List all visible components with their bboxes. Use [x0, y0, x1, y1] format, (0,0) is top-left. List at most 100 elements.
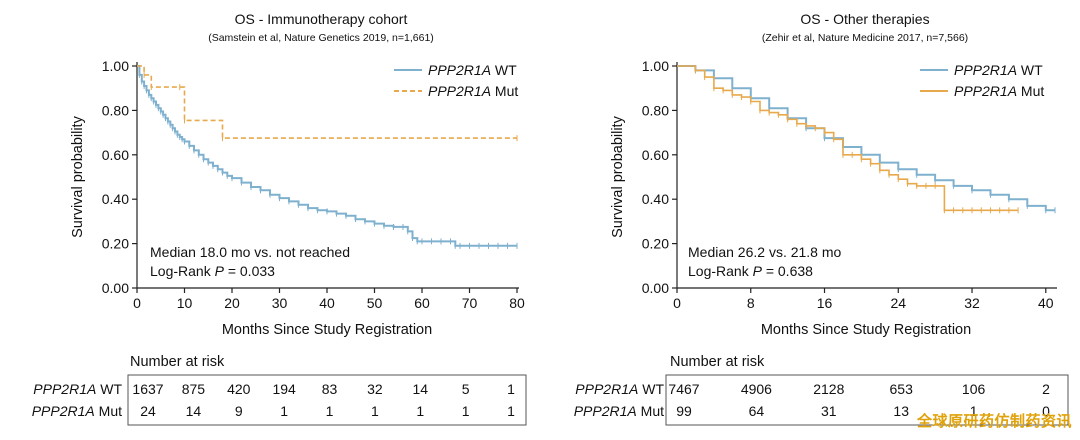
- risk-table-cell: 0: [1042, 403, 1050, 419]
- chart-title: OS - Immunotherapy cohort: [235, 11, 408, 27]
- median-annotation: Median 18.0 mo vs. not reached: [150, 244, 350, 260]
- risk-table-cell: 64: [749, 403, 765, 419]
- x-tick-label: 40: [1038, 295, 1054, 311]
- risk-table-cell: 1637: [132, 381, 163, 397]
- risk-table-cell: 7467: [668, 381, 699, 397]
- x-tick-label: 24: [890, 295, 906, 311]
- y-tick-label: 0.20: [642, 236, 669, 252]
- logrank-annotation: Log-Rank P = 0.033: [150, 263, 275, 279]
- y-tick-label: 0.00: [102, 280, 129, 296]
- chart-subtitle: (Zehir et al, Nature Medicine 2017, n=7,…: [762, 32, 968, 44]
- km-curve-wt: [677, 65, 1055, 212]
- risk-row-gene: PPP2R1A: [574, 403, 637, 419]
- x-tick-label: 0: [673, 295, 681, 311]
- y-tick-label: 1.00: [102, 58, 129, 74]
- risk-row-label-wt: PPP2R1A WT: [33, 381, 122, 397]
- y-tick-label: 0.80: [642, 102, 669, 118]
- logrank-annotation: Log-Rank P = 0.638: [688, 263, 813, 279]
- risk-table-cell: 1: [507, 381, 515, 397]
- y-axis-label: Survival probability: [610, 115, 626, 237]
- risk-row-gene: PPP2R1A: [32, 403, 95, 419]
- y-tick-label: 0.20: [102, 236, 129, 252]
- legend-label-mut: PPP2R1A Mut: [428, 83, 518, 99]
- risk-table-cell: 2128: [813, 381, 844, 397]
- y-tick-label: 0.60: [642, 147, 669, 163]
- logrank-value: = 0.033: [224, 263, 275, 279]
- logrank-p: P: [753, 263, 763, 279]
- risk-table-cell: 420: [227, 381, 251, 397]
- y-tick-label: 0.00: [642, 280, 669, 296]
- x-tick-label: 20: [224, 295, 240, 311]
- legend-label-mut: PPP2R1A Mut: [954, 83, 1044, 99]
- y-tick-label: 0.40: [642, 191, 669, 207]
- risk-row-label-mut: PPP2R1A Mut: [574, 403, 664, 419]
- legend-gene: PPP2R1A: [954, 62, 1017, 78]
- km-curve-mut: [137, 65, 517, 139]
- risk-table-cell: 1: [371, 403, 379, 419]
- logrank-prefix: Log-Rank: [688, 263, 753, 279]
- risk-row-gene: PPP2R1A: [33, 381, 96, 397]
- risk-table-cell: 875: [182, 381, 206, 397]
- risk-table-title: Number at risk: [130, 354, 225, 370]
- risk-table-cell: 1: [280, 403, 288, 419]
- risk-table-cell: 99: [676, 403, 692, 419]
- risk-table-cell: 24: [140, 403, 156, 419]
- x-tick-label: 8: [747, 295, 755, 311]
- risk-row-label-wt: PPP2R1A WT: [575, 381, 664, 397]
- risk-table-cell: 14: [186, 403, 202, 419]
- watermark-text: 全球原研药仿制药资讯: [916, 413, 1072, 430]
- x-tick-label: 32: [964, 295, 980, 311]
- x-axis-label: Months Since Study Registration: [222, 322, 432, 338]
- legend-gene: PPP2R1A: [428, 62, 491, 78]
- y-tick-label: 0.80: [102, 102, 129, 118]
- risk-table-cell: 9: [235, 403, 243, 419]
- legend-group: WT: [1017, 62, 1043, 78]
- risk-table-cell: 32: [367, 381, 383, 397]
- x-tick-label: 30: [272, 295, 288, 311]
- km-curve-mut: [677, 65, 1019, 212]
- risk-table-cell: 1: [462, 403, 470, 419]
- y-tick-label: 0.60: [102, 147, 129, 163]
- risk-table-cell: 194: [272, 381, 296, 397]
- y-tick-label: 1.00: [642, 58, 669, 74]
- logrank-value: = 0.638: [762, 263, 813, 279]
- chart-title: OS - Other therapies: [800, 11, 929, 27]
- risk-table-cell: 653: [890, 381, 914, 397]
- risk-table-cell: 2: [1042, 381, 1050, 397]
- x-tick-label: 40: [319, 295, 335, 311]
- risk-table-cell: 1: [970, 403, 978, 419]
- x-tick-label: 50: [367, 295, 383, 311]
- risk-table-cell: 13: [893, 403, 909, 419]
- chart-subtitle: (Samstein et al, Nature Genetics 2019, n…: [208, 32, 434, 44]
- x-tick-label: 70: [462, 295, 478, 311]
- legend-label-wt: PPP2R1A WT: [954, 62, 1043, 78]
- risk-row-group: Mut: [637, 403, 664, 419]
- x-tick-label: 0: [133, 295, 141, 311]
- legend-group: Mut: [491, 83, 518, 99]
- risk-table-cell: 5: [462, 381, 470, 397]
- logrank-p: P: [215, 263, 225, 279]
- median-annotation: Median 26.2 vs. 21.8 mo: [688, 244, 842, 260]
- x-tick-label: 80: [509, 295, 525, 311]
- risk-row-label-mut: PPP2R1A Mut: [32, 403, 122, 419]
- risk-table-cell: 83: [322, 381, 338, 397]
- risk-table-cell: 1: [326, 403, 334, 419]
- legend-gene: PPP2R1A: [954, 83, 1017, 99]
- legend-gene: PPP2R1A: [428, 83, 491, 99]
- risk-table-cell: 1: [507, 403, 515, 419]
- panel-other-therapies: OS - Other therapies (Zehir et al, Nature…: [574, 11, 1069, 426]
- risk-row-gene: PPP2R1A: [575, 381, 638, 397]
- risk-table-cell: 1: [416, 403, 424, 419]
- y-tick-label: 0.40: [102, 191, 129, 207]
- logrank-prefix: Log-Rank: [150, 263, 215, 279]
- risk-table-cell: 31: [821, 403, 837, 419]
- legend-label-wt: PPP2R1A WT: [428, 62, 517, 78]
- x-tick-label: 16: [817, 295, 833, 311]
- x-tick-label: 60: [414, 295, 430, 311]
- risk-row-group: WT: [638, 381, 664, 397]
- risk-row-group: WT: [96, 381, 122, 397]
- risk-table-cell: 106: [962, 381, 986, 397]
- y-axis-label: Survival probability: [70, 115, 86, 237]
- risk-table-cell: 14: [412, 381, 428, 397]
